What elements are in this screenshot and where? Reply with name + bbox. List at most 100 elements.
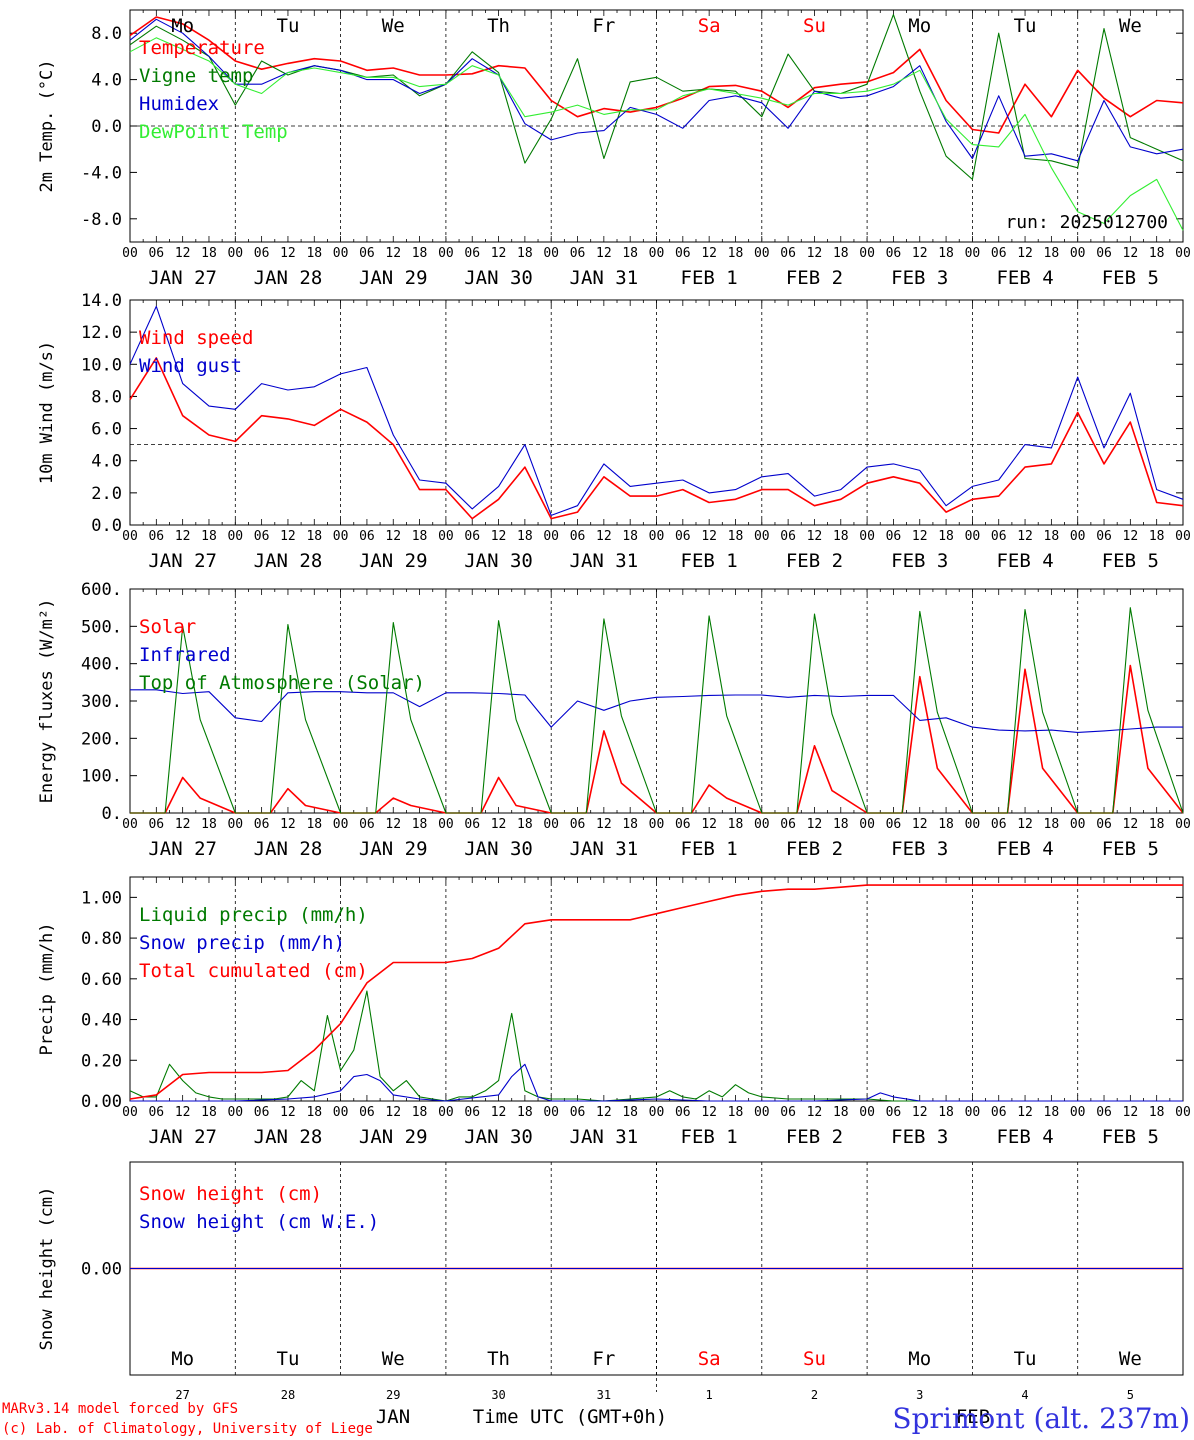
hour-tick-label: 18 [1044, 246, 1060, 261]
date-label: FEB 2 [786, 838, 843, 860]
hour-tick-label: 06 [1096, 817, 1112, 832]
hour-tick-label: 00 [543, 529, 559, 544]
date-label: FEB 3 [891, 838, 948, 860]
y-tick-label: 200. [81, 729, 122, 749]
hour-tick-label: 12 [807, 817, 823, 832]
series-line-2 [130, 689, 1183, 733]
hour-tick-label: 12 [385, 246, 401, 261]
weekday-label-top: Tu [1014, 15, 1037, 37]
hour-tick-label: 12 [1017, 529, 1033, 544]
y-tick-label: -4.0 [81, 163, 122, 183]
hour-tick-label: 06 [570, 817, 586, 832]
legend-entry: Total cumulated (cm) [139, 960, 368, 982]
weekday-label-bottom: We [382, 1348, 405, 1370]
hour-tick-label: 18 [306, 529, 322, 544]
hour-tick-label: 12 [596, 246, 612, 261]
day-number: 5 [1127, 1388, 1134, 1402]
y-tick-label: 0.80 [81, 929, 122, 949]
y-tick-label: 0.0 [91, 516, 122, 536]
hour-tick-label: 12 [491, 529, 507, 544]
hour-tick-label: 00 [122, 529, 138, 544]
hour-tick-label: 18 [412, 817, 428, 832]
hour-tick-label: 06 [780, 246, 796, 261]
date-label: FEB 2 [786, 267, 843, 289]
hour-tick-label: 06 [254, 1105, 270, 1120]
hour-tick-label: 06 [886, 1105, 902, 1120]
y-axis-label: 10m Wind (m/s) [37, 341, 57, 484]
hour-tick-label: 18 [833, 1105, 849, 1120]
hour-tick-label: 00 [333, 1105, 349, 1120]
hour-tick-label: 12 [701, 1105, 717, 1120]
hour-tick-label: 18 [306, 246, 322, 261]
hour-tick-label: 00 [859, 817, 875, 832]
legend-entry: Snow height (cm) [139, 1183, 322, 1205]
hour-tick-label: 06 [464, 529, 480, 544]
hour-tick-label: 00 [1175, 817, 1191, 832]
y-tick-label: 8.0 [91, 24, 122, 44]
date-label: JAN 31 [570, 838, 639, 860]
hour-tick-label: 06 [148, 529, 164, 544]
date-label: JAN 28 [254, 838, 323, 860]
legend-entry: Solar [139, 616, 196, 638]
hour-tick-label: 00 [859, 529, 875, 544]
date-label: FEB 2 [786, 550, 843, 572]
hour-tick-label: 12 [701, 246, 717, 261]
date-label: JAN 27 [148, 838, 217, 860]
hour-tick-label: 12 [596, 1105, 612, 1120]
hour-tick-label: 00 [333, 246, 349, 261]
hour-tick-label: 12 [280, 246, 296, 261]
weekday-label-top: Sa [698, 15, 721, 37]
date-label: JAN 28 [254, 550, 323, 572]
date-label: JAN 30 [464, 1126, 533, 1148]
hour-tick-label: 18 [622, 1105, 638, 1120]
y-tick-label: 4.0 [91, 71, 122, 91]
hour-tick-label: 12 [175, 817, 191, 832]
panel-1: -8.0 -4.0 0.0 4.0 8.0 2m Temp. (°C) Temperatur… [37, 9, 1191, 289]
date-label: JAN 28 [254, 267, 323, 289]
hour-tick-label: 06 [464, 817, 480, 832]
weekday-label-bottom: Tu [1014, 1348, 1037, 1370]
hour-tick-label: 06 [886, 817, 902, 832]
date-label: FEB 4 [996, 1126, 1053, 1148]
run-annotation: run: 2025012700 [1005, 212, 1168, 233]
series-line-1 [129, 357, 1184, 520]
hour-tick-label: 06 [254, 529, 270, 544]
hour-tick-label: 00 [649, 246, 665, 261]
hour-tick-label: 12 [1123, 529, 1139, 544]
hour-tick-label: 00 [122, 246, 138, 261]
date-label: FEB 3 [891, 550, 948, 572]
hour-tick-label: 00 [754, 817, 770, 832]
hour-tick-label: 06 [254, 246, 270, 261]
hour-tick-label: 00 [227, 529, 243, 544]
weekday-label-bottom: Th [487, 1348, 510, 1370]
date-label: JAN 31 [570, 1126, 639, 1148]
y-axis-label: 2m Temp. (°C) [37, 59, 57, 192]
weekday-label-top: Su [803, 15, 826, 37]
y-tick-label: 6.0 [91, 420, 122, 440]
hour-tick-label: 00 [649, 817, 665, 832]
hour-tick-label: 12 [701, 529, 717, 544]
date-label: FEB 1 [681, 550, 738, 572]
date-label: JAN 29 [359, 550, 428, 572]
hour-tick-label: 12 [491, 817, 507, 832]
date-label: FEB 4 [996, 267, 1053, 289]
legend-entry: Liquid precip (mm/h) [139, 904, 368, 926]
hour-tick-label: 12 [912, 817, 928, 832]
hour-tick-label: 12 [807, 529, 823, 544]
hour-tick-label: 18 [1044, 817, 1060, 832]
hour-tick-label: 06 [359, 1105, 375, 1120]
date-label: FEB 2 [786, 1126, 843, 1148]
y-tick-label: 12.0 [81, 323, 122, 343]
series-line-4 [129, 37, 1184, 231]
hour-tick-label: 00 [965, 246, 981, 261]
date-label: FEB 4 [996, 550, 1053, 572]
hour-tick-label: 06 [148, 1105, 164, 1120]
date-label: FEB 5 [1102, 1126, 1159, 1148]
day-number: 27 [175, 1388, 189, 1402]
hour-tick-label: 12 [912, 246, 928, 261]
hour-tick-label: 18 [1149, 1105, 1165, 1120]
hour-tick-label: 06 [886, 529, 902, 544]
hour-tick-label: 06 [991, 246, 1007, 261]
hour-tick-label: 18 [1044, 529, 1060, 544]
series-line-3 [129, 18, 1184, 162]
